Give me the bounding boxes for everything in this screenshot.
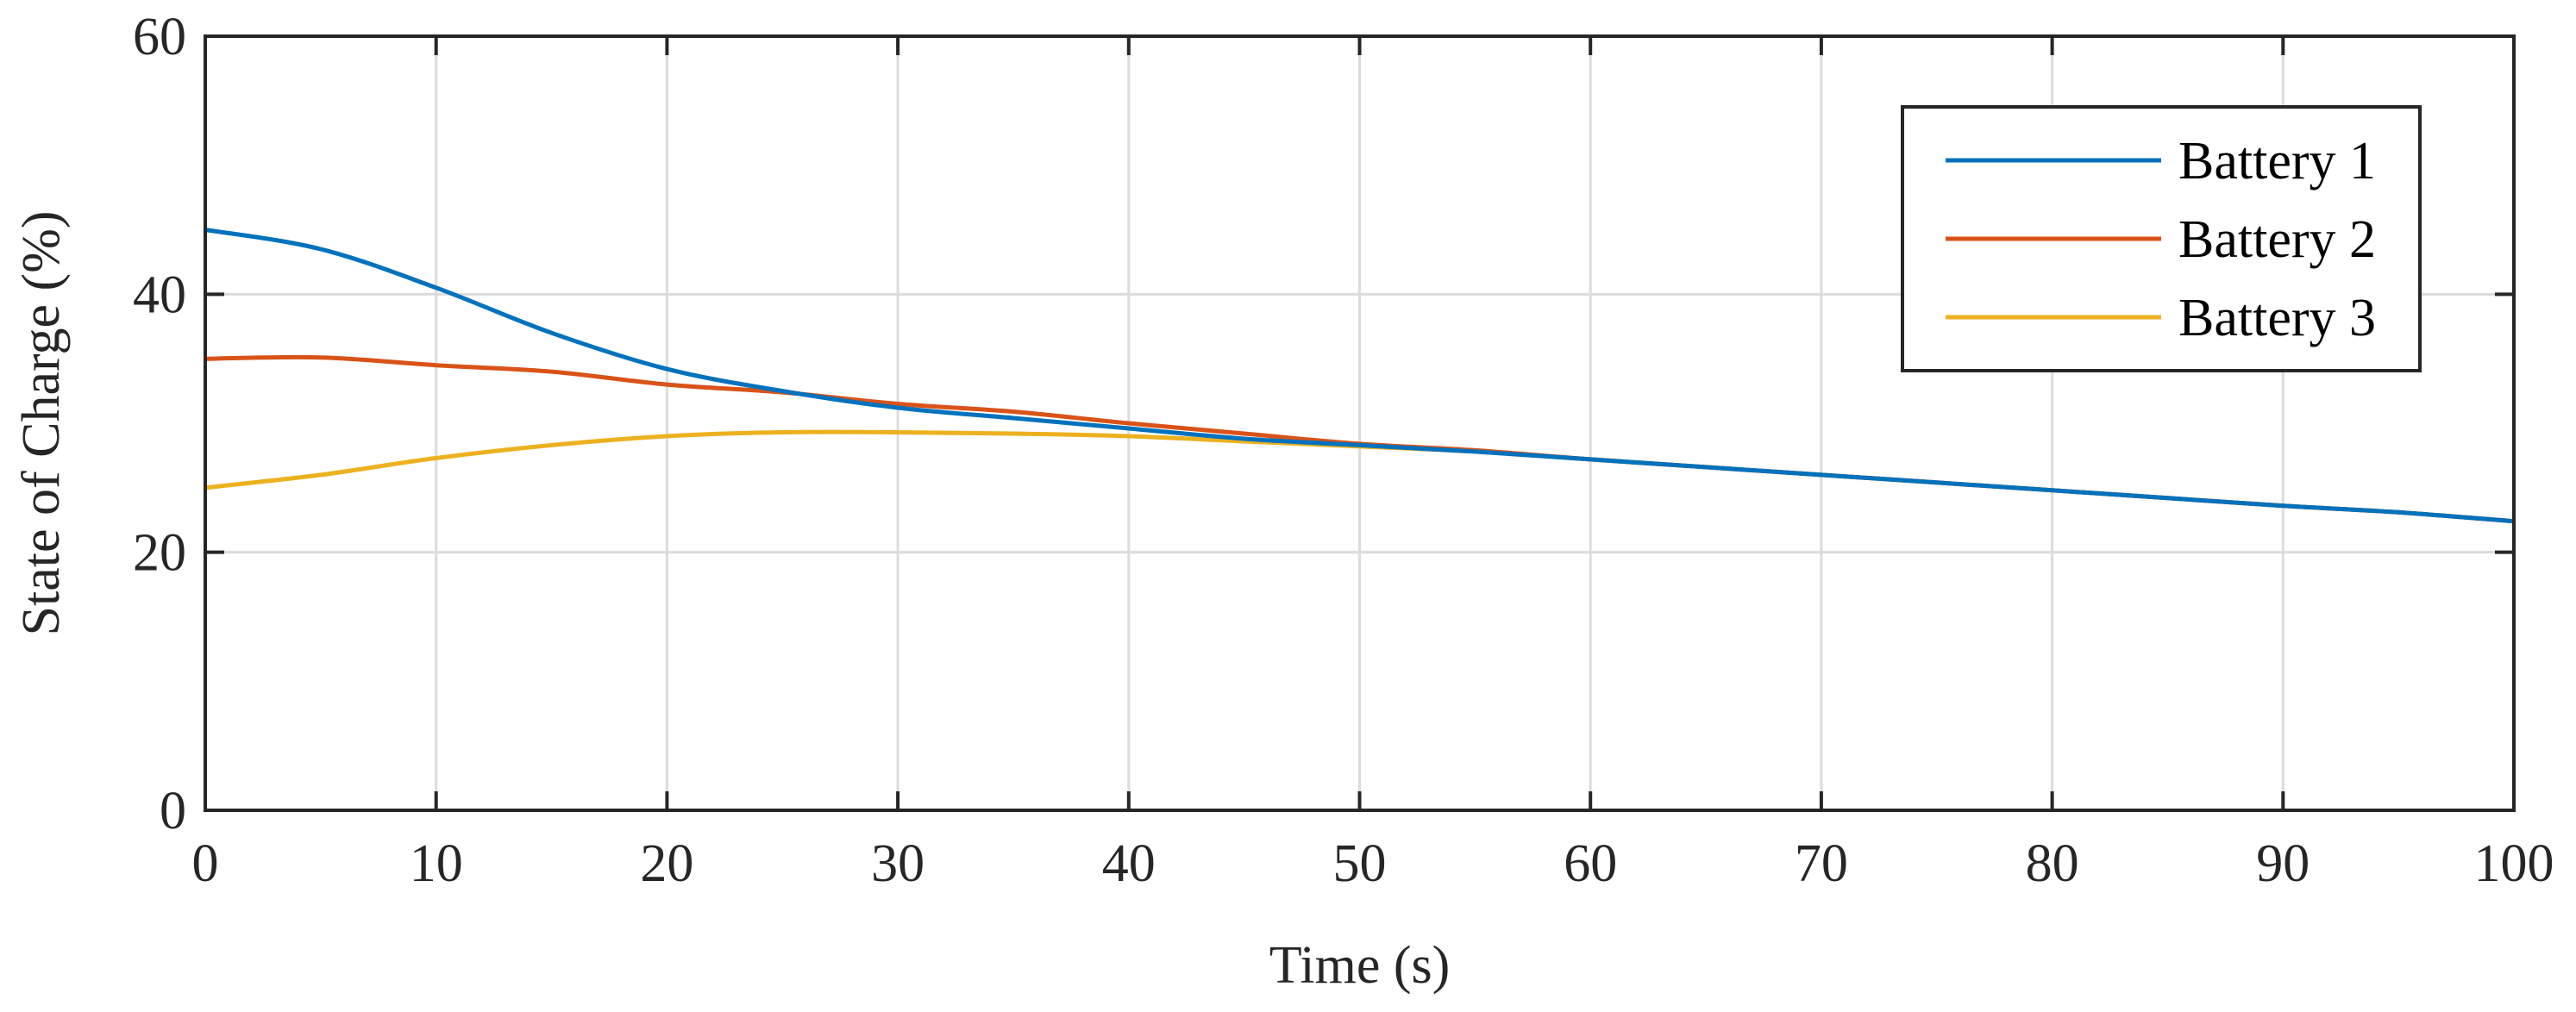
x-tick-label: 70: [1795, 834, 1848, 893]
legend-label-battery-2: Battery 2: [2178, 210, 2376, 269]
x-axis-label: Time (s): [1269, 936, 1451, 995]
legend: Battery 1 Battery 2 Battery 3: [1901, 105, 2422, 372]
x-tick-label: 0: [192, 834, 219, 893]
x-tick-label: 60: [1564, 834, 1617, 893]
x-tick-label: 10: [410, 834, 463, 893]
legend-label-battery-1: Battery 1: [2178, 132, 2376, 191]
axis-ticks: [204, 34, 2516, 812]
x-tick-label: 30: [871, 834, 924, 893]
x-tick-label: 80: [2026, 834, 2079, 893]
y-tick-label: 40: [133, 265, 186, 324]
legend-label-battery-3: Battery 3: [2178, 289, 2376, 347]
y-tick-label: 0: [160, 782, 186, 840]
x-tick-label: 20: [640, 834, 693, 893]
legend-items: Battery 1 Battery 2 Battery 3: [1946, 132, 2376, 347]
y-tick-labels: 0 20 40 60: [133, 8, 186, 840]
series-line-battery-1: [204, 228, 2515, 524]
series-lines: [204, 228, 2515, 524]
y-axis-label: State of Charge (%): [12, 211, 71, 636]
x-tick-labels: 0 10 20 30 40 50 60 70 80 90 100: [192, 834, 2554, 893]
x-tick-label: 50: [1333, 834, 1387, 893]
y-tick-label: 20: [133, 524, 186, 583]
y-tick-label: 60: [133, 8, 186, 66]
x-tick-label: 40: [1102, 834, 1156, 893]
x-tick-label: 90: [2256, 834, 2310, 893]
x-tick-label: 100: [2474, 834, 2554, 893]
